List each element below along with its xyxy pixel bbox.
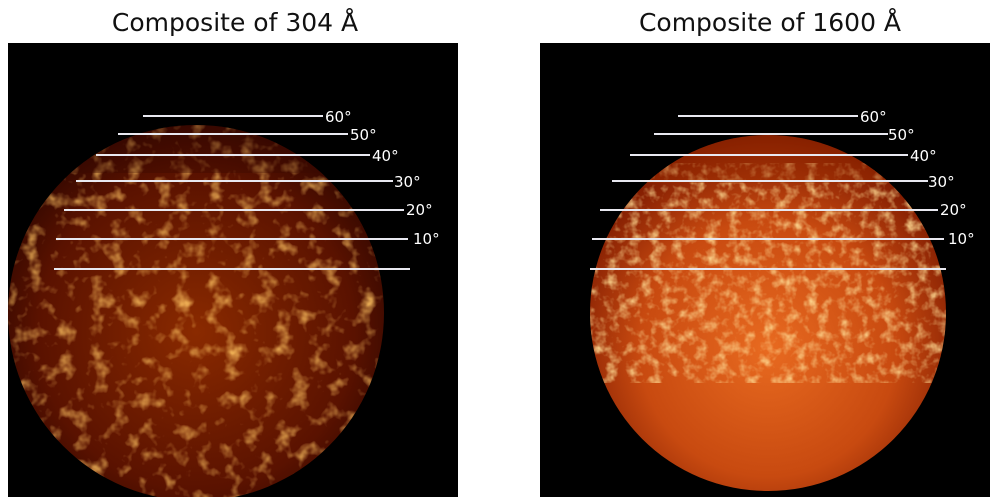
- latitude-label: 20°: [406, 201, 433, 219]
- sun-image-1600: 60° 50° 40° 30° 20° 10°: [540, 43, 990, 497]
- sun-svg-304: 60°50° 40° 30° 20° 10°: [8, 43, 458, 497]
- latitude-label: 10°: [413, 230, 440, 248]
- latitude-label: 60°: [860, 108, 887, 126]
- latitude-label: 10°: [948, 230, 975, 248]
- latitude-label: 60°: [325, 108, 352, 126]
- latitude-lines: 60°50° 40° 30° 20° 10°: [54, 108, 440, 270]
- latitude-label: 40°: [910, 147, 937, 165]
- sun-image-304: 60° 50° 40° 30° 20° 10°: [8, 43, 458, 497]
- panel-304: Composite of 304 Å 60° 50° 4: [5, 0, 465, 502]
- latitude-lines: 60°50° 40° 30° 20° 10°: [590, 108, 975, 270]
- latitude-label: 40°: [372, 147, 399, 165]
- latitude-label: 30°: [394, 173, 421, 191]
- latitude-label: 30°: [928, 173, 955, 191]
- latitude-label: 50°: [888, 126, 915, 144]
- latitude-label: 50°: [350, 126, 377, 144]
- sun-svg-1600: 60°50° 40° 30° 20° 10°: [540, 43, 990, 497]
- panel-title: Composite of 1600 Å: [638, 8, 902, 37]
- latitude-label: 20°: [940, 201, 967, 219]
- panel-1600: Composite of 1600 Å 60° 50°: [540, 0, 1000, 502]
- panel-title: Composite of 304 Å: [111, 8, 359, 37]
